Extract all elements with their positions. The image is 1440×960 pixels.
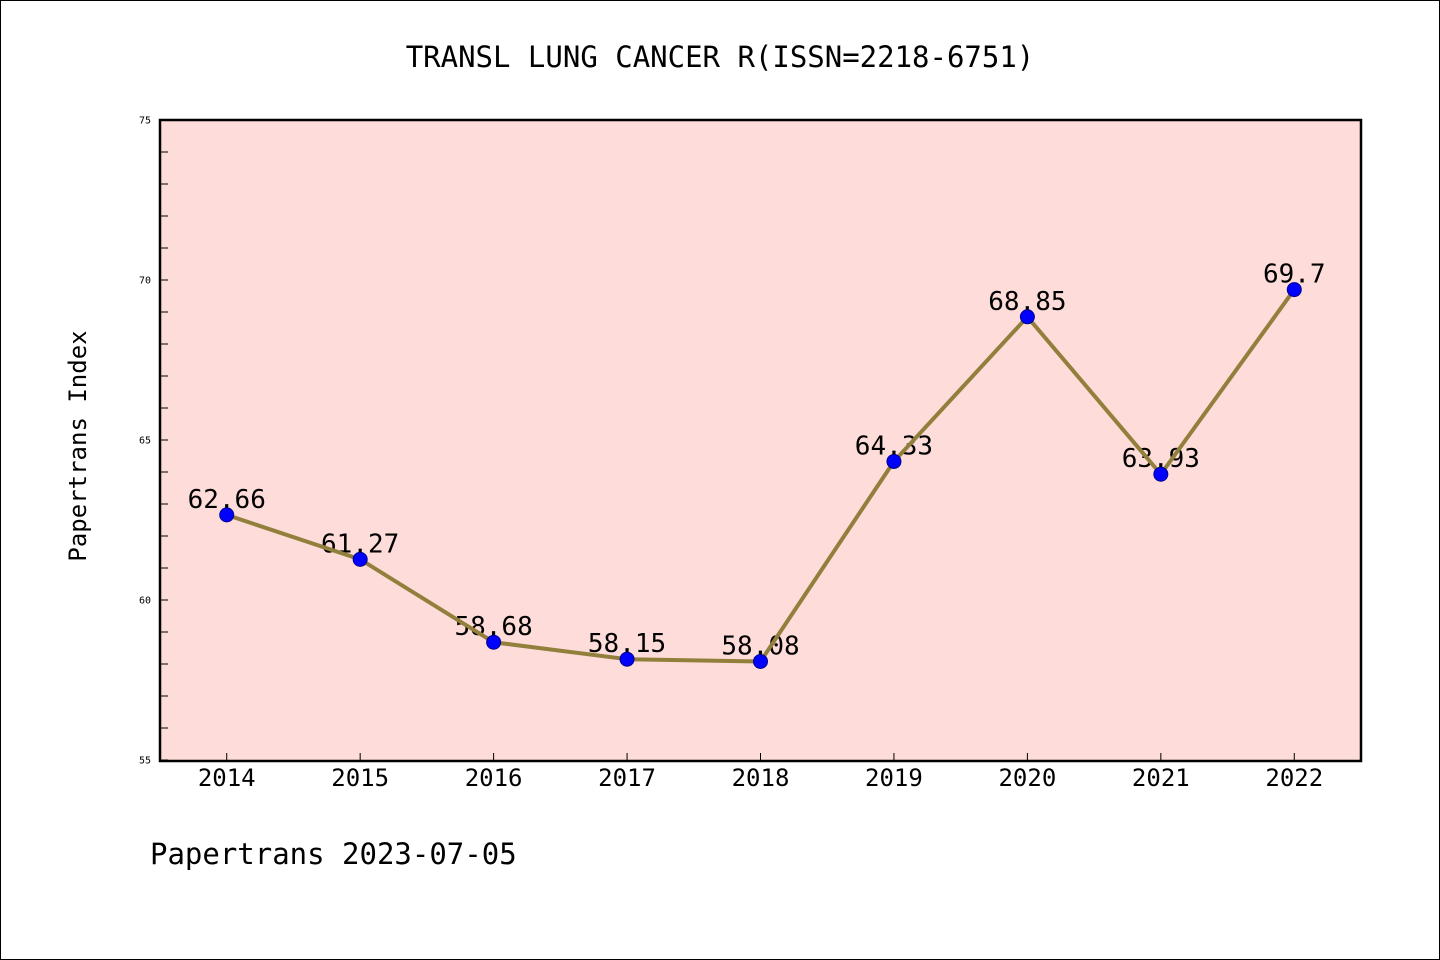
x-tick-label: 2014 — [198, 764, 256, 792]
data-point — [886, 453, 902, 469]
data-point — [219, 507, 235, 523]
credit-text: Papertrans 2023-07-05 — [150, 837, 517, 871]
data-point — [486, 634, 502, 650]
plot-frame — [158, 118, 1363, 763]
x-tick-label: 2022 — [1265, 764, 1323, 792]
data-point — [1019, 309, 1035, 325]
data-point — [1153, 466, 1169, 482]
y-tick-label: 65 — [139, 436, 151, 447]
x-tick-label: 2019 — [865, 764, 923, 792]
x-tick-label: 2020 — [998, 764, 1056, 792]
x-tick-label: 2015 — [331, 764, 389, 792]
y-tick-label: 70 — [139, 276, 151, 287]
data-point — [753, 653, 768, 669]
x-tick-label: 2021 — [1132, 764, 1190, 792]
x-tick-label: 2016 — [465, 764, 523, 792]
y-tick-label: 75 — [139, 116, 151, 127]
plot-area — [160, 120, 1361, 760]
data-point — [1286, 282, 1302, 298]
x-tick-label: 2017 — [598, 764, 656, 792]
y-tick-label: 55 — [139, 756, 151, 767]
y-axis-label: Papertrans Index — [64, 330, 92, 561]
data-series — [219, 282, 1302, 669]
y-tick-label: 60 — [139, 596, 151, 607]
chart-title: TRANSL LUNG CANCER R(ISSN=2218-6751) — [406, 40, 1035, 74]
axis-ticks: 55 60 65 70 75 2014 2015 2016 2017 2018 2019 2020 20… — [139, 116, 1323, 793]
data-point — [619, 651, 635, 667]
x-tick-label: 2018 — [732, 764, 790, 792]
data-point — [352, 551, 368, 567]
